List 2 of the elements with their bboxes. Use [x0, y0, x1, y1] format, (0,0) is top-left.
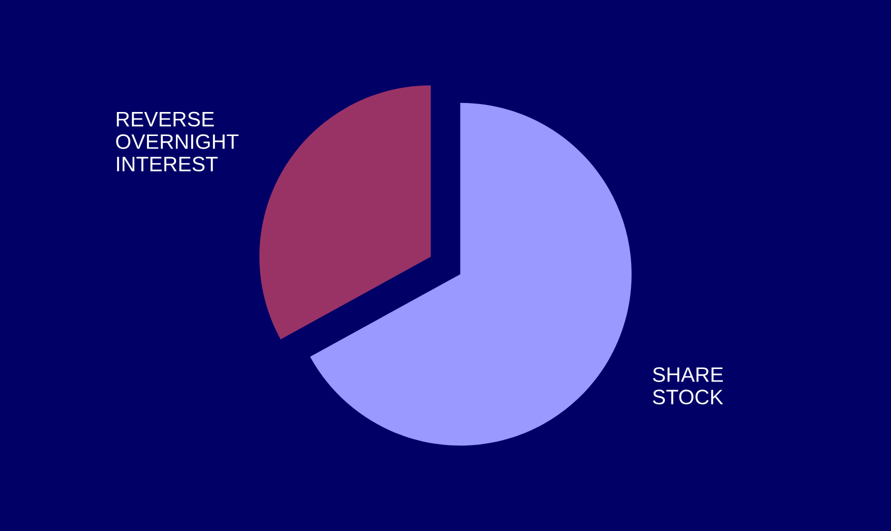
slice-label: REVERSE OVERNIGHT INTEREST [116, 112, 239, 172]
slice-label: SHARE STOCK [652, 367, 724, 404]
